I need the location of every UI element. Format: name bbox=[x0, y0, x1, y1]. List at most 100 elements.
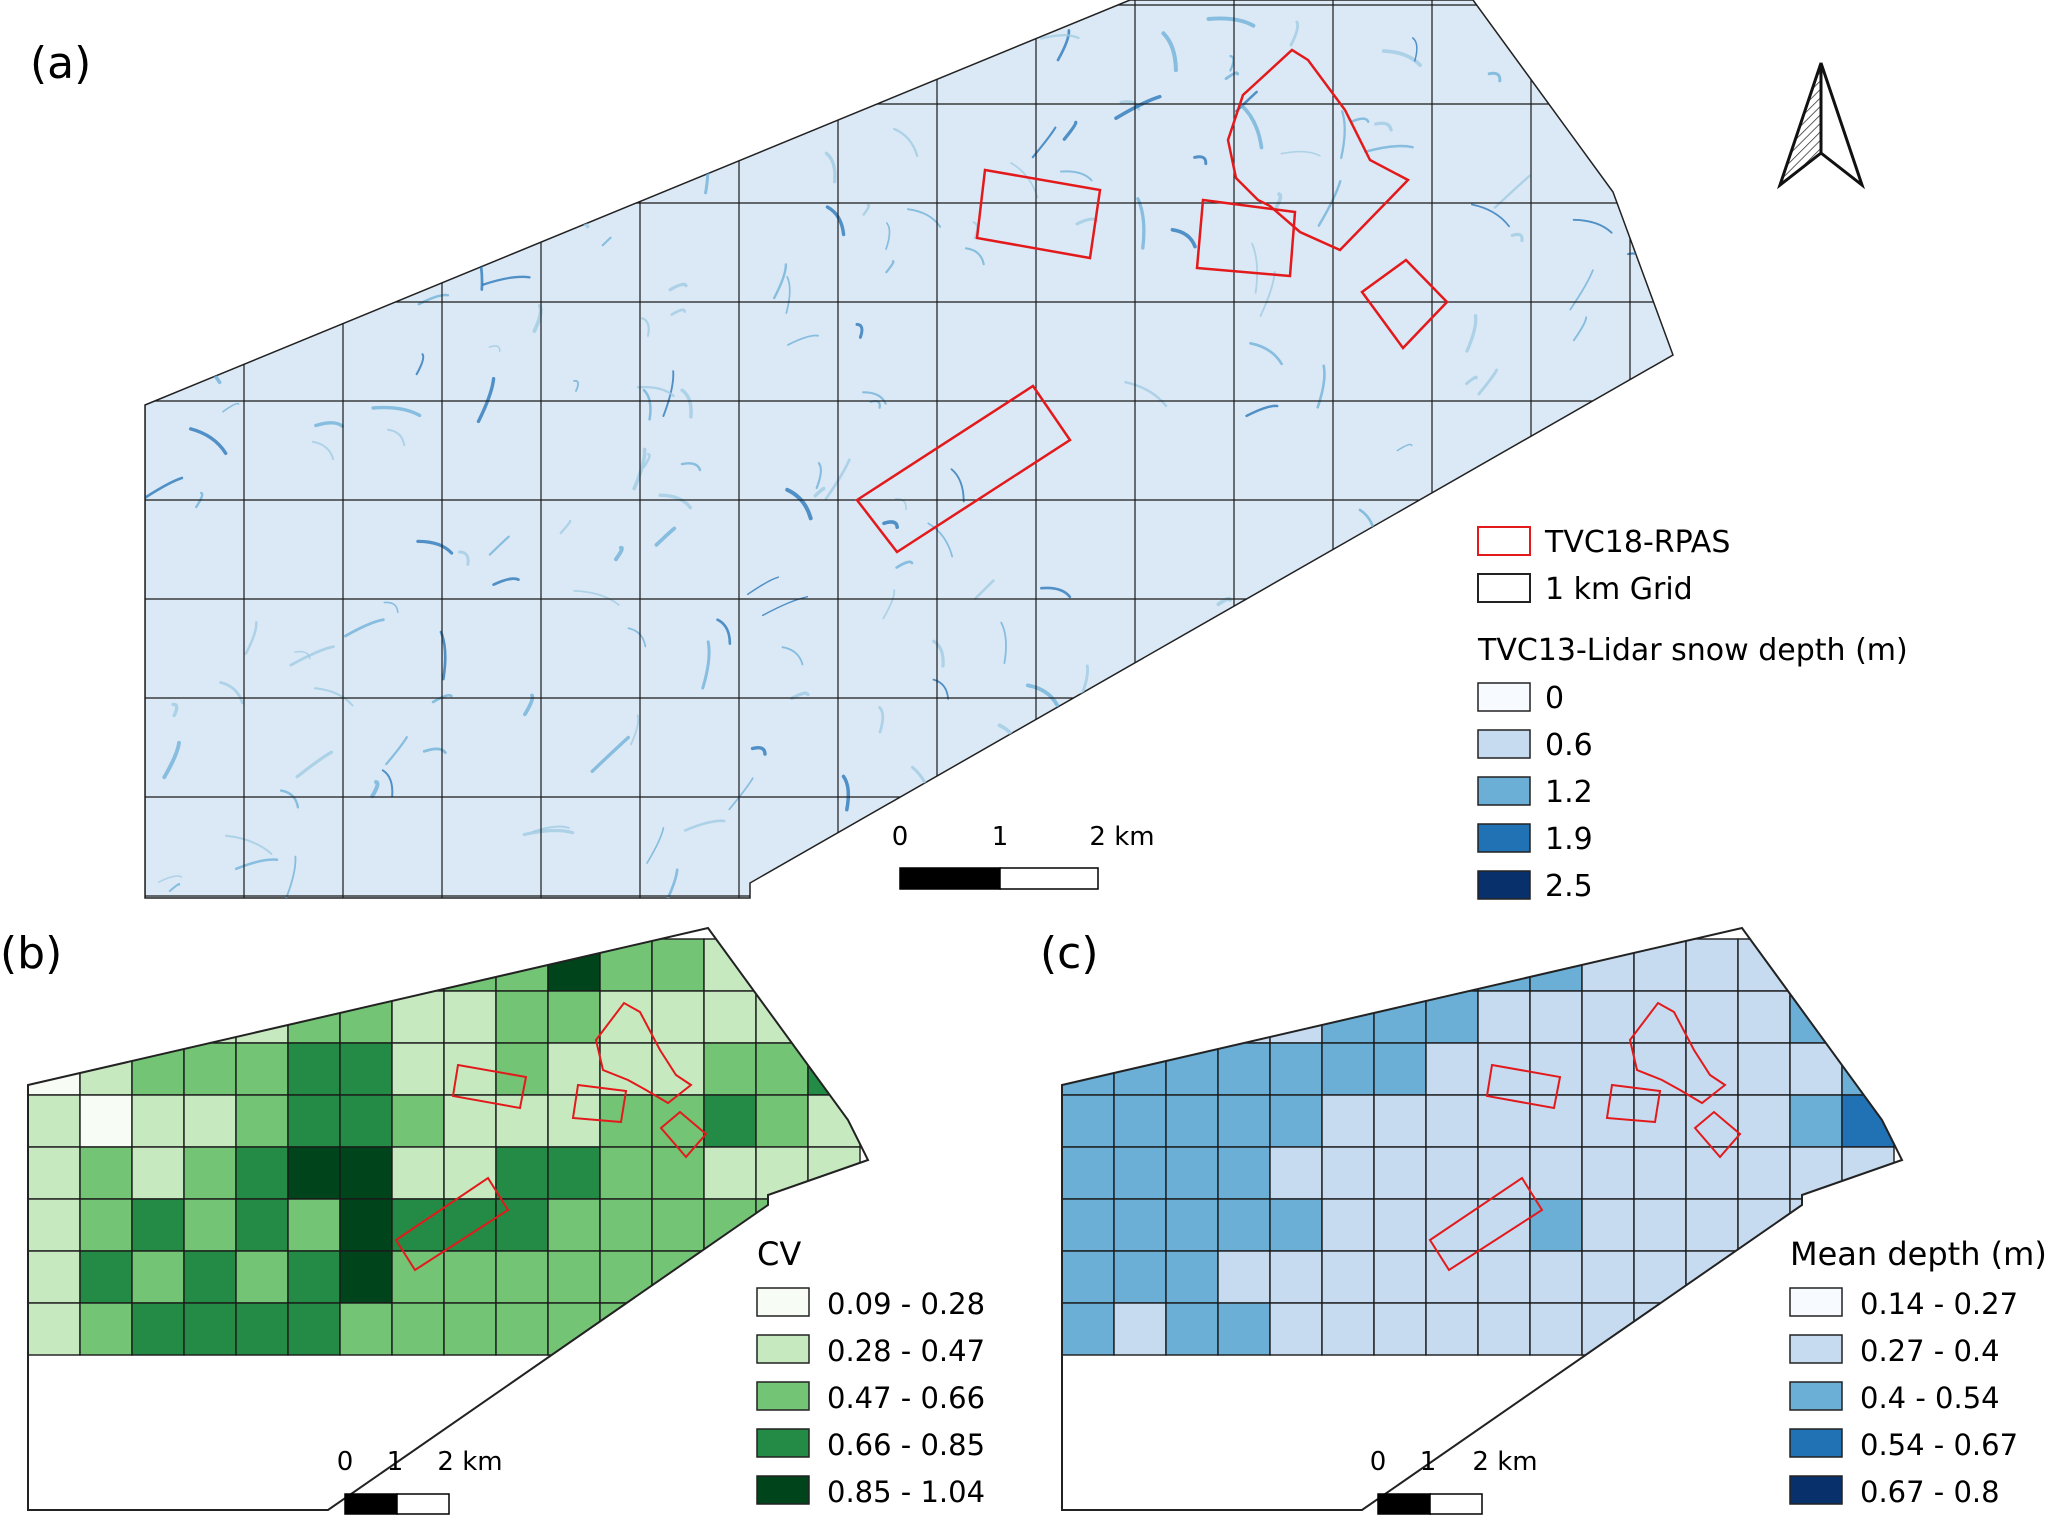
grid-cell bbox=[287, 1094, 341, 1148]
grid-cell bbox=[755, 1042, 809, 1096]
grid-cell bbox=[1529, 1198, 1583, 1252]
grid-cell bbox=[547, 1094, 601, 1148]
grid-cell bbox=[1841, 990, 1895, 1044]
grid-cell bbox=[1321, 1042, 1375, 1096]
grid-cell bbox=[1529, 1302, 1583, 1356]
grid-cell bbox=[183, 1146, 237, 1200]
grid-cell bbox=[1113, 1302, 1167, 1356]
north-arrow-icon bbox=[1776, 62, 1866, 190]
grid-cell bbox=[1321, 1094, 1375, 1148]
panel-b-cv-grid bbox=[28, 938, 861, 1356]
grid-cell bbox=[807, 1198, 861, 1252]
grid-cell bbox=[547, 938, 601, 992]
grid-cell bbox=[287, 1146, 341, 1200]
grid-cell bbox=[1165, 1302, 1219, 1356]
grid-cell bbox=[339, 1094, 393, 1148]
legend-grid-label: 1 km Grid bbox=[1545, 572, 1693, 607]
grid-cell bbox=[235, 1302, 289, 1356]
grid-cell bbox=[1581, 990, 1635, 1044]
rpas-site bbox=[1628, 1001, 1727, 1105]
panel-a-study-area bbox=[144, 0, 1674, 899]
grid-cell bbox=[235, 1094, 289, 1148]
grid-cell bbox=[1477, 1198, 1531, 1252]
grid-cell bbox=[1269, 1302, 1323, 1356]
legend-snow-label: 2.5 bbox=[1545, 869, 1593, 904]
scalebar-c: 0 1 2 km bbox=[1370, 1447, 1538, 1515]
grid-cell bbox=[1841, 1094, 1895, 1148]
grid-cell bbox=[28, 1042, 81, 1096]
grid-cell bbox=[1737, 1146, 1791, 1200]
grid-cell bbox=[1165, 1198, 1219, 1252]
legend-b-title: CV bbox=[757, 1235, 801, 1273]
grid-cell bbox=[755, 938, 809, 992]
grid-cell bbox=[1581, 1094, 1635, 1148]
legend-snow-label: 0 bbox=[1545, 681, 1564, 716]
grid-cell bbox=[755, 1094, 809, 1148]
legend-snow-title: TVC13-Lidar snow depth (m) bbox=[1477, 633, 1908, 668]
grid-cell bbox=[1217, 938, 1271, 992]
scalebar-b: 0 1 2 km bbox=[337, 1447, 503, 1515]
scalebar-b-2: 2 km bbox=[437, 1447, 502, 1477]
grid-cell bbox=[807, 1042, 861, 1096]
rpas-site bbox=[1605, 1083, 1662, 1124]
grid-cell bbox=[1373, 1094, 1427, 1148]
legend-swatch bbox=[756, 1475, 810, 1505]
grid-cell bbox=[703, 990, 757, 1044]
grid-cell bbox=[1737, 1302, 1791, 1356]
grid-cell bbox=[1633, 1302, 1687, 1356]
grid-cell bbox=[651, 990, 705, 1044]
grid-cell bbox=[287, 1198, 341, 1252]
grid-cell bbox=[1321, 990, 1375, 1044]
grid-cell bbox=[547, 1302, 601, 1356]
grid-cell bbox=[1789, 1146, 1843, 1200]
grid-cell bbox=[1373, 1146, 1427, 1200]
grid-cell bbox=[547, 1250, 601, 1304]
grid-cell bbox=[1581, 1198, 1635, 1252]
grid-cell bbox=[1269, 1198, 1323, 1252]
grid-cell bbox=[235, 1250, 289, 1304]
grid-cell bbox=[1373, 1302, 1427, 1356]
rpas-site bbox=[1485, 1063, 1562, 1110]
legend-label: 0.27 - 0.4 bbox=[1860, 1334, 2000, 1368]
grid-cell bbox=[443, 990, 497, 1044]
grid-cell bbox=[131, 938, 185, 992]
grid-cell bbox=[287, 938, 341, 992]
rpas-site-3 bbox=[1226, 48, 1411, 252]
grid-cell bbox=[443, 1198, 497, 1252]
grid-cell bbox=[1685, 1094, 1739, 1148]
legend-swatch bbox=[756, 1428, 810, 1458]
grid-cell bbox=[1113, 1042, 1167, 1096]
panel-b-rpas-outlines bbox=[394, 1001, 708, 1272]
grid-cell bbox=[599, 1198, 653, 1252]
grid-cell bbox=[1737, 990, 1791, 1044]
scalebar-b-1: 1 bbox=[387, 1447, 404, 1477]
grid-cell bbox=[1789, 990, 1843, 1044]
grid-cell bbox=[1789, 1094, 1843, 1148]
grid-cell bbox=[703, 1250, 757, 1304]
grid-cell bbox=[1373, 1042, 1427, 1096]
grid-cell bbox=[1737, 1250, 1791, 1304]
grid-cell bbox=[183, 1198, 237, 1252]
grid-cell bbox=[1633, 1146, 1687, 1200]
grid-cell bbox=[79, 1146, 133, 1200]
legend-label: 0.54 - 0.67 bbox=[1860, 1428, 2018, 1462]
grid-cell bbox=[1737, 1042, 1791, 1096]
grid-cell bbox=[339, 938, 393, 992]
grid-cell bbox=[131, 990, 185, 1044]
grid-cell bbox=[131, 1146, 185, 1200]
legend-c-items: 0.14 - 0.27 0.27 - 0.4 0.4 - 0.54 0.54 - 0.… bbox=[1789, 1287, 2018, 1509]
legend-label: 0.28 - 0.47 bbox=[827, 1334, 985, 1368]
grid-cell bbox=[443, 1094, 497, 1148]
rpas-site bbox=[394, 1176, 510, 1272]
grid-cell bbox=[79, 1198, 133, 1252]
legend-swatch bbox=[1789, 1334, 1843, 1364]
grid-cell bbox=[1581, 1250, 1635, 1304]
grid-cell bbox=[651, 1042, 705, 1096]
grid-cell bbox=[1685, 938, 1739, 992]
grid-cell bbox=[1685, 1198, 1739, 1252]
grid-cell bbox=[1062, 990, 1115, 1044]
legend-b: CV 0.09 - 0.28 0.28 - 0.47 0.47 - 0.66 0.66… bbox=[756, 1235, 985, 1509]
legend-snow-label: 1.2 bbox=[1545, 775, 1593, 810]
scalebar-a-1: 1 bbox=[992, 822, 1009, 852]
grid-cell bbox=[807, 990, 861, 1044]
